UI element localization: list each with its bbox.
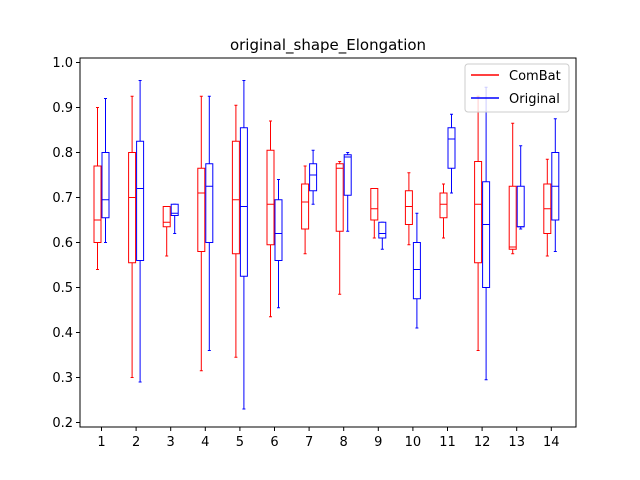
- box-iqr: [162, 206, 171, 228]
- legend-label-combat: ComBat: [509, 69, 561, 84]
- box-original-3: [170, 203, 179, 234]
- box-original-6: [274, 179, 283, 309]
- box-iqr: [93, 165, 102, 243]
- box-iqr: [439, 192, 448, 219]
- box-iqr: [239, 127, 248, 277]
- box-iqr: [447, 127, 456, 169]
- box-original-10: [412, 212, 421, 329]
- x-tick-label: 3: [167, 435, 175, 450]
- x-tick-label: 7: [305, 435, 313, 450]
- x-axis: 1 2 3 4 5 6 7 8 9 10 11 12 13 14: [97, 427, 560, 450]
- x-tick-label: 14: [543, 435, 560, 450]
- box-iqr: [128, 152, 137, 264]
- x-tick-label: 10: [405, 435, 422, 450]
- y-tick-label: 0.9: [52, 101, 73, 116]
- y-tick-label: 1.0: [52, 56, 73, 71]
- box-original-7: [309, 149, 318, 205]
- box-combat-7: [301, 165, 310, 255]
- x-tick-label: 4: [201, 435, 209, 450]
- box-combat-8: [335, 161, 344, 295]
- box-iqr: [136, 140, 145, 261]
- box-iqr: [266, 149, 275, 246]
- box-iqr: [205, 163, 214, 243]
- box-iqr: [309, 163, 318, 192]
- box-original-2: [136, 80, 145, 383]
- x-tick-label: 2: [132, 435, 140, 450]
- box-original-13: [516, 145, 525, 230]
- box-iqr: [343, 154, 352, 196]
- box-iqr: [274, 199, 283, 261]
- box-combat-9: [370, 188, 379, 239]
- box-iqr: [231, 140, 240, 255]
- box-iqr: [301, 183, 310, 230]
- box-original-8: [343, 152, 352, 232]
- chart-title: original_shape_Elongation: [230, 36, 426, 55]
- x-tick-label: 5: [236, 435, 244, 450]
- x-tick-label: 13: [508, 435, 525, 450]
- box-combat-10: [404, 172, 413, 246]
- boxes-layer: [93, 80, 560, 410]
- y-tick-label: 0.2: [52, 416, 73, 431]
- box-combat-11: [439, 183, 448, 239]
- box-original-4: [205, 95, 214, 351]
- box-original-1: [101, 98, 110, 243]
- box-combat-5: [231, 104, 240, 358]
- x-tick-label: 6: [270, 435, 278, 450]
- y-tick-label: 0.5: [52, 281, 73, 296]
- y-tick-label: 0.6: [52, 236, 73, 251]
- box-original-11: [447, 113, 456, 194]
- x-tick-label: 11: [439, 435, 456, 450]
- box-iqr: [404, 190, 413, 225]
- box-combat-13: [508, 122, 517, 255]
- box-combat-14: [543, 158, 552, 257]
- x-tick-label: 1: [97, 435, 105, 450]
- legend-label-original: Original: [509, 92, 560, 107]
- x-tick-label: 12: [474, 435, 491, 450]
- box-iqr: [335, 163, 344, 232]
- legend-frame: [464, 63, 570, 113]
- box-original-12: [482, 86, 491, 381]
- box-combat-3: [162, 206, 171, 257]
- box-combat-4: [197, 95, 206, 372]
- box-combat-6: [266, 120, 275, 318]
- box-iqr: [101, 152, 110, 219]
- box-original-14: [551, 118, 560, 252]
- box-iqr: [378, 221, 387, 239]
- box-iqr: [516, 185, 525, 228]
- box-iqr: [474, 161, 483, 264]
- box-iqr: [370, 188, 379, 221]
- box-iqr: [508, 185, 517, 250]
- box-combat-12: [474, 95, 483, 351]
- box-iqr: [482, 181, 491, 288]
- box-iqr: [197, 167, 206, 252]
- box-original-9: [378, 221, 387, 250]
- box-iqr: [170, 203, 179, 216]
- box-iqr: [412, 242, 421, 300]
- x-tick-label: 8: [340, 435, 348, 450]
- box-original-5: [239, 80, 248, 410]
- y-tick-label: 0.8: [52, 146, 73, 161]
- x-tick-label: 9: [374, 435, 382, 450]
- box-combat-1: [93, 107, 102, 270]
- y-tick-label: 0.7: [52, 191, 73, 206]
- y-tick-label: 0.4: [52, 326, 73, 341]
- legend: ComBat Original: [464, 63, 570, 113]
- y-axis: 0.2 0.3 0.4 0.5 0.6 0.7 0.8 0.9 1.0: [52, 56, 80, 431]
- box-combat-2: [128, 95, 137, 378]
- y-tick-label: 0.3: [52, 371, 73, 386]
